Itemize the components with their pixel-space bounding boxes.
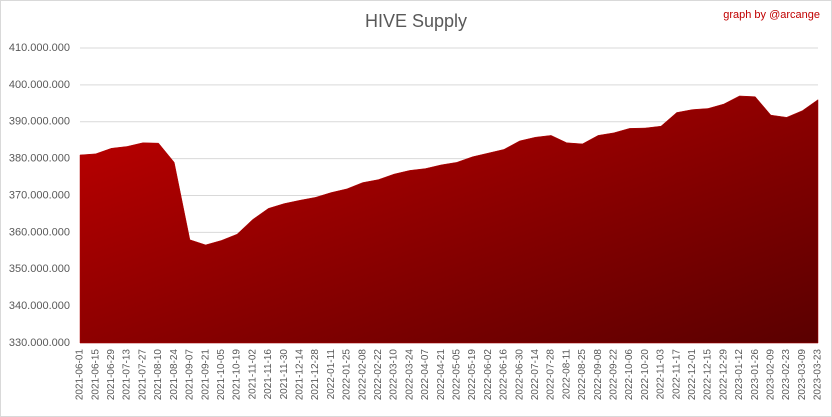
x-tick-label: 2022-09-08	[593, 349, 604, 401]
x-tick-label: 2022-01-25	[342, 349, 353, 401]
x-tick-label: 2022-03-10	[389, 349, 400, 401]
y-tick-label: 400.000.000	[9, 79, 70, 91]
x-tick-label: 2022-11-03	[656, 349, 667, 400]
x-tick-label: 2021-09-07	[185, 349, 196, 401]
x-tick-label: 2022-11-17	[671, 349, 682, 400]
x-tick-label: 2021-12-14	[294, 349, 305, 401]
x-tick-label: 2022-03-24	[404, 349, 415, 401]
x-tick-label: 2023-02-09	[766, 349, 777, 401]
y-tick-label: 370.000.000	[9, 189, 70, 201]
x-tick-label: 2022-02-22	[373, 349, 384, 401]
x-tick-label: 2023-01-26	[750, 349, 761, 401]
area	[79, 95, 819, 344]
x-tick-label: 2022-04-07	[420, 349, 431, 401]
x-tick-label: 2021-06-15	[90, 349, 101, 401]
x-tick-label: 2023-03-09	[797, 349, 808, 401]
x-tick-label: 2023-03-23	[813, 349, 824, 401]
credit: graph by @arcange	[723, 9, 820, 21]
x-tick-label: 2022-06-30	[514, 349, 525, 401]
x-tick-label: 2022-04-21	[436, 349, 447, 401]
x-tick-label: 2022-10-06	[624, 349, 635, 401]
y-tick-label: 360.000.000	[9, 226, 70, 238]
x-tick-label: 2021-06-29	[106, 349, 117, 401]
x-tick-label: 2023-02-23	[781, 349, 792, 401]
y-tick-label: 350.000.000	[9, 263, 70, 275]
x-tick-label: 2021-11-30	[279, 349, 290, 400]
x-tick-label: 2021-08-24	[169, 349, 180, 401]
x-tick-label: 2022-12-01	[687, 349, 698, 401]
x-tick-label: 2022-07-28	[546, 349, 557, 401]
x-tick-label: 2021-10-19	[232, 349, 243, 401]
x-tick-label: 2022-08-25	[577, 349, 588, 401]
x-tick-label: 2022-06-02	[483, 349, 494, 401]
x-tick-label: 2022-01-11	[326, 349, 337, 400]
x-tick-label: 2021-07-13	[122, 349, 133, 401]
x-tick-label: 2021-06-01	[75, 349, 86, 401]
y-tick-label: 380.000.000	[9, 153, 70, 165]
x-tick-label: 2021-10-05	[216, 349, 227, 401]
y-tick-label: 340.000.000	[9, 300, 70, 312]
x-tick-label: 2022-08-11	[561, 349, 572, 400]
x-tick-label: 2021-09-21	[200, 349, 211, 401]
y-tick-label: 410.000.000	[9, 42, 70, 54]
x-tick-label: 2022-12-29	[718, 349, 729, 401]
x-tick-label: 2021-12-28	[310, 349, 321, 401]
y-tick-label: 390.000.000	[9, 116, 70, 128]
x-tick-label: 2022-09-22	[609, 349, 620, 401]
x-tick-label: 2021-08-10	[153, 349, 164, 401]
x-tick-label: 2022-10-20	[640, 349, 651, 401]
x-tick-label: 2022-02-08	[357, 349, 368, 401]
y-tick-label: 330.000.000	[9, 337, 70, 349]
x-tick-label: 2022-05-05	[451, 349, 462, 401]
x-tick-label: 2021-11-16	[263, 349, 274, 400]
x-tick-label: 2022-05-19	[467, 349, 478, 401]
x-tick-label: 2023-01-12	[734, 349, 745, 401]
x-tick-label: 2022-12-15	[703, 349, 714, 401]
x-tick-label: 2022-07-14	[530, 349, 541, 401]
x-tick-label: 2021-11-02	[247, 349, 258, 400]
chart-title: HIVE Supply	[365, 11, 467, 31]
x-tick-label: 2022-06-16	[499, 349, 510, 401]
x-tick-label: 2021-07-27	[137, 349, 148, 401]
